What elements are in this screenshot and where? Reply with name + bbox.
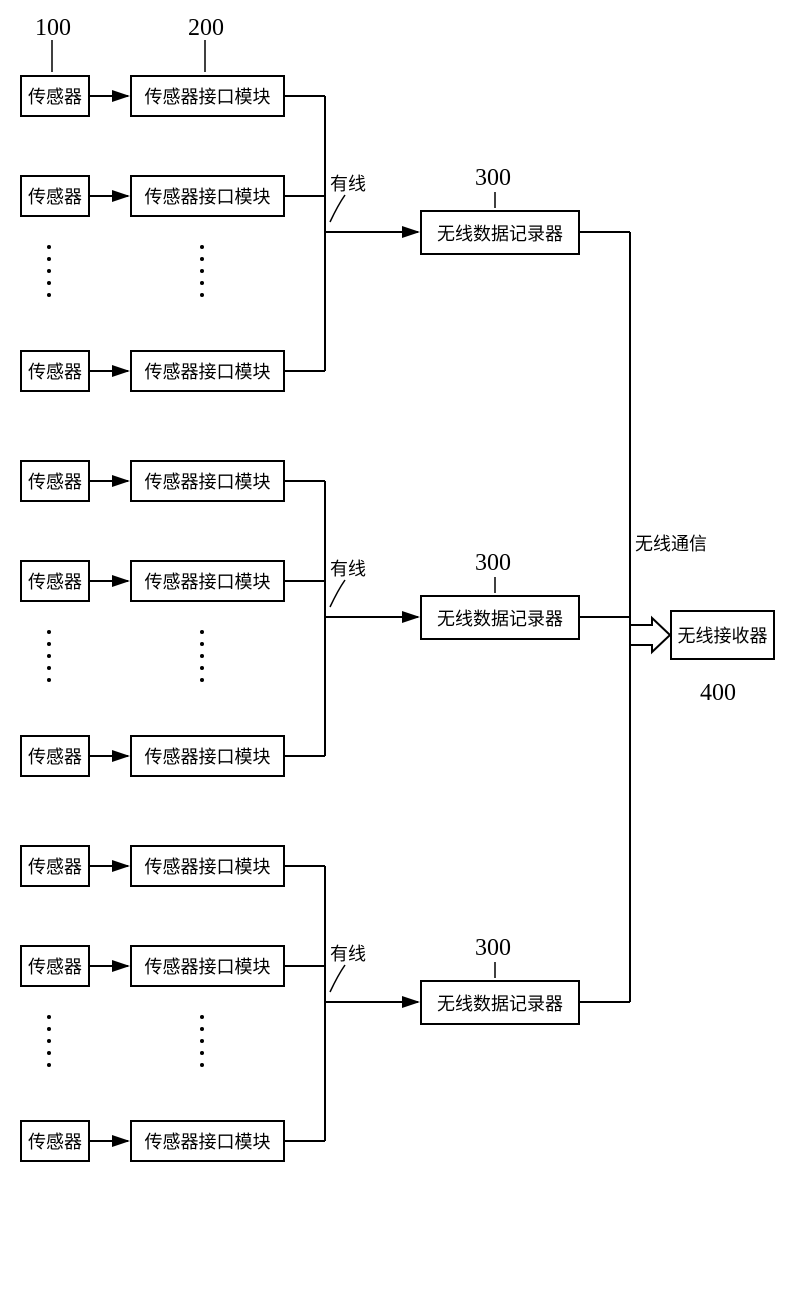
vdots-icon: [200, 630, 204, 682]
vdots-icon: [200, 1015, 204, 1067]
sensor-box: 传感器: [20, 75, 90, 117]
interface-box: 传感器接口模块: [130, 350, 285, 392]
sensor-box: 传感器: [20, 350, 90, 392]
sensor-box: 传感器: [20, 175, 90, 217]
wired-label: 有线: [330, 555, 366, 581]
interface-box: 传感器接口模块: [130, 845, 285, 887]
wireless-label: 无线通信: [635, 530, 707, 556]
interface-box: 传感器接口模块: [130, 460, 285, 502]
callout-400: 400: [700, 680, 736, 707]
wired-label: 有线: [330, 170, 366, 196]
logger-box: 无线数据记录器: [420, 980, 580, 1025]
logger-box: 无线数据记录器: [420, 595, 580, 640]
vdots-icon: [47, 1015, 51, 1067]
receiver-box: 无线接收器: [670, 610, 775, 660]
interface-box: 传感器接口模块: [130, 1120, 285, 1162]
vdots-icon: [47, 630, 51, 682]
callout-300b: 300: [475, 550, 511, 577]
interface-box: 传感器接口模块: [130, 735, 285, 777]
callout-200: 200: [188, 15, 224, 42]
interface-box: 传感器接口模块: [130, 175, 285, 217]
sensor-box: 传感器: [20, 460, 90, 502]
callout-300c: 300: [475, 935, 511, 962]
vdots-icon: [200, 245, 204, 297]
callout-300a: 300: [475, 165, 511, 192]
callout-100: 100: [35, 15, 71, 42]
sensor-box: 传感器: [20, 945, 90, 987]
interface-box: 传感器接口模块: [130, 560, 285, 602]
sensor-box: 传感器: [20, 735, 90, 777]
sensor-box: 传感器: [20, 1120, 90, 1162]
interface-box: 传感器接口模块: [130, 75, 285, 117]
vdots-icon: [47, 245, 51, 297]
interface-box: 传感器接口模块: [130, 945, 285, 987]
sensor-box: 传感器: [20, 560, 90, 602]
wired-label: 有线: [330, 940, 366, 966]
logger-box: 无线数据记录器: [420, 210, 580, 255]
sensor-box: 传感器: [20, 845, 90, 887]
